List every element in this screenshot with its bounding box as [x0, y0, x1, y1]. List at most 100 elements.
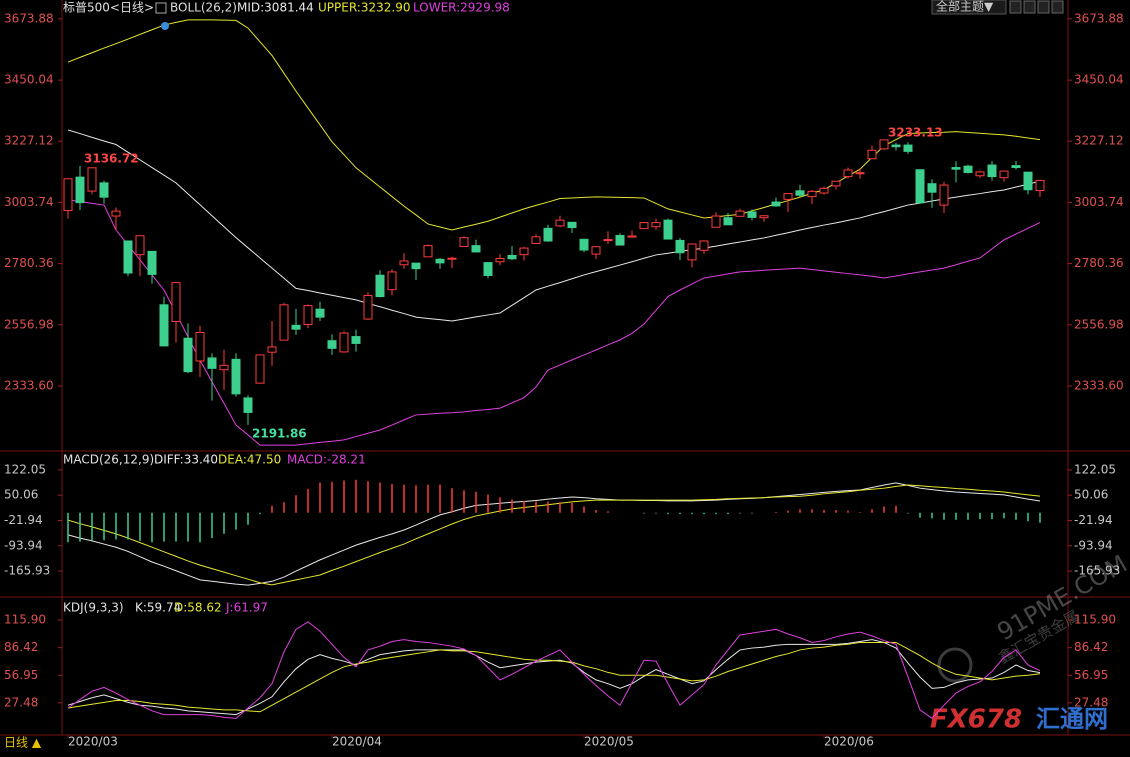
candle-body	[483, 262, 493, 276]
y-tick-label: 2780.36	[4, 256, 54, 270]
candle-body	[183, 337, 193, 373]
y-tick-label-right: 50.06	[1074, 488, 1108, 502]
watermark-logo	[937, 647, 973, 683]
y-tick-label: -21.94	[4, 513, 43, 527]
candle-body	[303, 305, 313, 326]
candle-body	[543, 227, 553, 242]
panel-title: 标普500<日线>	[63, 1, 154, 15]
legend-entry: J:61.97	[225, 601, 268, 615]
watermark: FX678	[930, 705, 1022, 735]
candle-body	[555, 219, 565, 227]
candle-body	[723, 217, 733, 226]
x-tick-label: 2020/06	[824, 735, 874, 749]
candle-body	[231, 358, 241, 395]
y-tick-label-right: -93.94	[1074, 538, 1113, 552]
boll-icon	[155, 2, 167, 14]
candle-body	[675, 239, 685, 254]
toolbar-icon[interactable]	[1009, 0, 1022, 14]
candle-body	[171, 282, 181, 323]
candle-body	[771, 201, 781, 207]
legend-entry: DIFF:33.40	[154, 453, 218, 467]
y-tick-label: 122.05	[4, 462, 46, 476]
y-tick-label: 86.42	[4, 640, 38, 654]
price-annotation: 3233.13	[888, 126, 943, 140]
legend-entry: MID:3081.44	[237, 1, 314, 15]
y-tick-label-right: 2333.60	[1074, 379, 1124, 393]
theme-button[interactable]	[931, 0, 1007, 15]
candle-body	[123, 240, 133, 274]
candle-body	[219, 364, 229, 371]
candle-body	[579, 238, 589, 251]
indicator-line	[67, 129, 1041, 322]
candle-body	[795, 190, 805, 196]
y-tick-label-right: 3227.12	[1074, 134, 1124, 148]
candle-body	[255, 354, 265, 384]
candle-body	[615, 234, 625, 246]
candle-body	[135, 235, 145, 256]
y-tick-label-right: 86.42	[1074, 640, 1108, 654]
y-tick-label-right: 56.95	[1074, 668, 1108, 682]
candle-body	[519, 247, 529, 256]
candle-body	[891, 144, 901, 148]
candle-body	[687, 243, 697, 261]
y-tick-label-right: 3003.74	[1074, 195, 1124, 209]
y-tick-label-right: 2780.36	[1074, 256, 1124, 270]
candle-body	[999, 170, 1009, 179]
toolbar-icon[interactable]	[1051, 0, 1064, 14]
panel-title: MACD(26,12,9)	[63, 453, 154, 467]
y-tick-label-right: -165.93	[1074, 564, 1120, 578]
candle-body	[363, 294, 373, 320]
price-annotation: 2191.86	[252, 427, 307, 441]
indicator-line	[67, 199, 1041, 446]
y-tick-label: 115.90	[4, 613, 46, 627]
candle-body	[903, 144, 913, 152]
y-tick-label-right: 122.05	[1074, 462, 1116, 476]
y-tick-label: 56.95	[4, 668, 38, 682]
candle-body	[327, 340, 337, 349]
candle-body	[63, 178, 73, 212]
candle-body	[807, 190, 817, 198]
candle-body	[315, 308, 325, 318]
candle-body	[447, 257, 457, 260]
toolbar-icon[interactable]	[1023, 0, 1036, 14]
candle-body	[291, 324, 301, 330]
candle-body	[711, 215, 721, 228]
indicator-name: BOLL(26,2)	[170, 1, 237, 15]
period-label[interactable]: 日线 ▲	[4, 736, 42, 750]
y-tick-label: -93.94	[4, 538, 43, 552]
candle-body	[567, 221, 577, 229]
candle-body	[195, 331, 205, 362]
theme-label[interactable]: 全部主题▼	[936, 0, 994, 14]
y-tick-label: 50.06	[4, 488, 38, 502]
candle-body	[855, 172, 865, 175]
candle-body	[531, 236, 541, 244]
y-tick-label: 27.48	[4, 695, 38, 709]
candle-body	[747, 211, 757, 218]
candle-body	[75, 176, 85, 204]
candle-body	[963, 165, 973, 173]
event-marker	[161, 22, 169, 30]
candle-body	[987, 164, 997, 178]
x-tick-label: 2020/05	[584, 735, 634, 749]
candle-body	[111, 210, 121, 217]
candle-body	[99, 182, 109, 198]
y-tick-label: 2333.60	[4, 379, 54, 393]
candle-body	[1011, 165, 1021, 169]
candle-body	[627, 235, 637, 238]
indicator-line	[67, 19, 1041, 231]
toolbar-icon[interactable]	[1037, 0, 1050, 14]
y-tick-label-right: 2556.98	[1074, 317, 1124, 331]
candle-body	[399, 260, 409, 266]
candle-body	[279, 304, 289, 341]
candle-body	[735, 210, 745, 217]
indicator-line	[67, 484, 1041, 586]
y-tick-label: 3227.12	[4, 134, 54, 148]
candle-body	[975, 171, 985, 177]
y-tick-label-right: 115.90	[1074, 613, 1116, 627]
candle-body	[939, 184, 949, 206]
y-tick-label: 3003.74	[4, 195, 54, 209]
candle-body	[759, 215, 769, 219]
candle-body	[267, 346, 277, 353]
candle-body	[603, 239, 613, 242]
candle-body	[459, 237, 469, 247]
